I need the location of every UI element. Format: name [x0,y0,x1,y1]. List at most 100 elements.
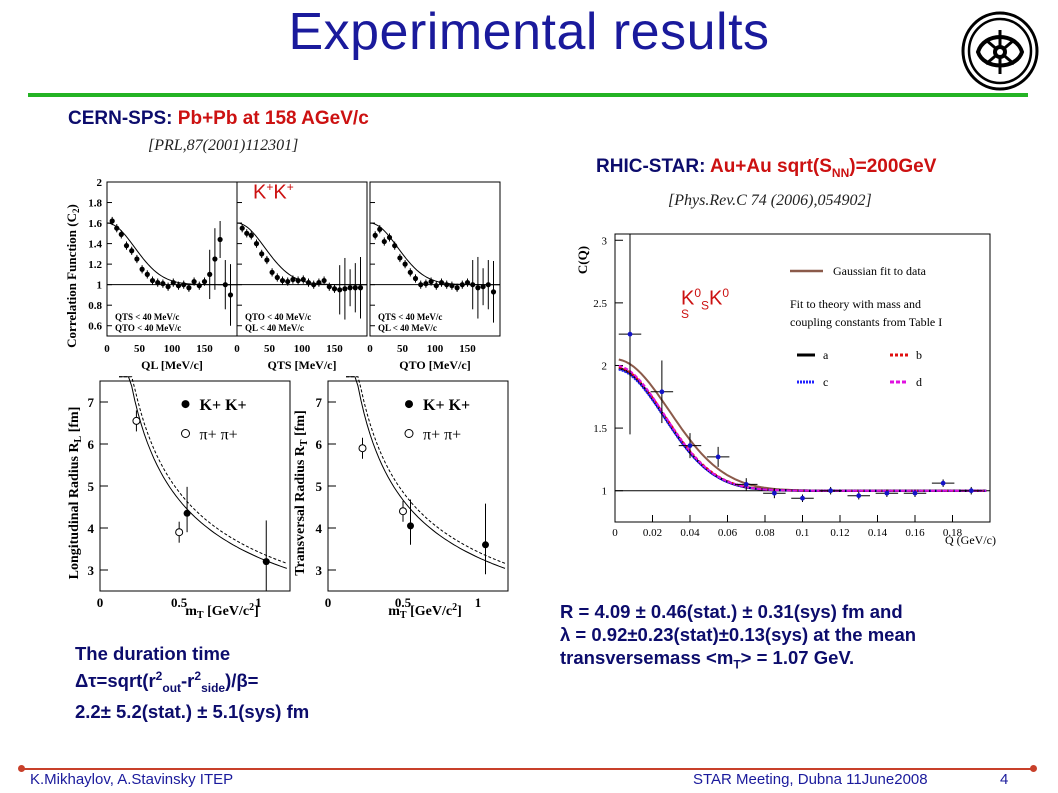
top-data-point [475,285,481,291]
legend-pipi-label: π+ π+ [200,427,238,444]
kk-data-point [482,541,489,549]
footer-meeting: STAR Meeting, Dubna 11June2008 [693,771,928,788]
top-data-point [438,280,445,286]
duration-line-2: Δτ=sqrt(r2out-r2side)/β= [75,669,259,695]
top-data-point [433,283,439,289]
footer-divider [22,768,1032,770]
top-data-point [331,286,338,292]
top-data-point [239,225,245,231]
k0s-ytick-label: 1 [602,486,608,498]
radius-ytick-label: 5 [316,479,323,494]
top-data-point [144,271,150,277]
top-note-1: QTO < 40 MeV/c [245,312,311,322]
gaussian-fit-curve [618,358,987,492]
radius-ytick-label: 6 [316,437,323,452]
top-data-point [490,289,497,295]
footer-authors: K.Mikhaylov, A.Stavinsky ITEP [30,771,234,788]
top-xtick-label: 0 [234,343,240,355]
radius-ytick-label: 4 [88,521,95,536]
footer-dot-left [18,765,25,772]
legend-kk-label: K+ K+ [423,397,470,414]
top-data-point [485,282,491,288]
top-ylabel: Correlation Function (C2) [64,204,81,348]
duration-text: The duration time Δτ=sqrt(r2out-r2side)/… [75,642,309,723]
top-data-point [196,283,202,289]
top-data-point [181,282,187,288]
transversal-radius-plot: Transversal Radius RT [fm] mT [GeV/c2] 3… [293,376,509,621]
top-ytick-label: 1.8 [88,198,102,210]
radius-fit-curve [346,376,506,569]
top-fit-curve [106,222,237,286]
kk-data-point [407,522,414,530]
top-data-point [357,285,364,291]
radius-ytick-label: 5 [88,479,95,494]
top-ytick-label: 1.2 [88,259,102,271]
k0s-xtick-label: 0.04 [680,527,700,539]
top-data-point [290,276,296,283]
top-data-point [227,292,234,298]
kk-label: K+K+ [253,180,294,204]
pipi-data-point [175,528,184,537]
kk-data-point [262,558,270,566]
k0s-label: K0SK0 S [681,286,730,321]
top-xtick-label: 150 [196,343,213,355]
legend-theory-line1: Fit to theory with mass and [790,297,921,311]
legend-gauss-label: Gaussian fit to data [833,264,927,278]
k0s-ytick-label: 2.5 [593,298,607,310]
top-data-point [170,280,176,286]
top-note-2: QTO < 40 MeV/c [115,323,181,333]
theory-curve-d [618,364,987,492]
top-data-point [160,281,166,287]
cq-ylabel: C(Q) [575,246,590,274]
top-xtick-label: 100 [427,343,444,355]
legend-b-label: b [916,348,922,362]
top-data-point [397,255,403,261]
radius-xtick-label: 0 [97,595,104,610]
k0s-xtick-label: 0.18 [943,527,963,539]
top-data-point [207,271,213,277]
top-data-point [377,226,383,232]
top-data-point [337,287,343,293]
top-xtick-label: 50 [134,343,146,355]
radius-ytick-label: 7 [88,395,95,410]
top-xlabel: QL [MeV/c] [141,358,203,372]
top-data-point [129,248,135,254]
k0s-data-point [771,490,777,496]
top-data-point [274,274,280,281]
top-data-point [480,284,486,290]
top-note-1: QTS < 40 MeV/c [378,312,442,322]
top-data-point [217,236,223,243]
top-xtick-label: 150 [459,343,476,355]
result-line-1: R = 4.09 ± 0.46(stat.) ± 0.31(sys) fm an… [560,601,903,622]
result-text: R = 4.09 ± 0.46(stat.) ± 0.31(sys) fm an… [560,600,916,677]
top-data-point [428,278,434,285]
footer-page-number: 4 [1000,771,1009,788]
top-data-point [259,251,265,257]
top-data-point [222,282,228,288]
top-data-point [149,277,156,284]
radius-xtick-label: 0 [325,595,332,610]
duration-line-1: The duration time [75,643,231,664]
right-header-label: RHIC-STAR: [596,156,710,177]
top-data-point [212,256,218,262]
pipi-data-point [399,507,407,516]
top-data-point [165,284,171,290]
top-data-point [134,256,140,262]
k0s-data-point [940,480,946,486]
top-xtick-label: 100 [164,343,181,355]
top-data-point [444,282,450,288]
k0s-data-point [627,331,633,337]
top-data-point [347,285,353,291]
top-data-point [418,282,424,288]
top-data-point [279,277,286,284]
top-data-point [244,230,250,236]
radius-xtick-label: 0.5 [395,595,412,610]
top-data-point [253,241,260,247]
left-reference: [PRL,87(2001)112301] [148,137,299,154]
top-data-point [402,261,408,267]
rt-ylabel: Transversal Radius RT [fm] [293,410,310,575]
top-ytick-label: 0.6 [88,321,102,333]
top-ytick-label: 0.8 [88,300,102,312]
k0s-data-point [884,490,890,496]
top-xlabel: QTS [MeV/c] [268,358,337,372]
